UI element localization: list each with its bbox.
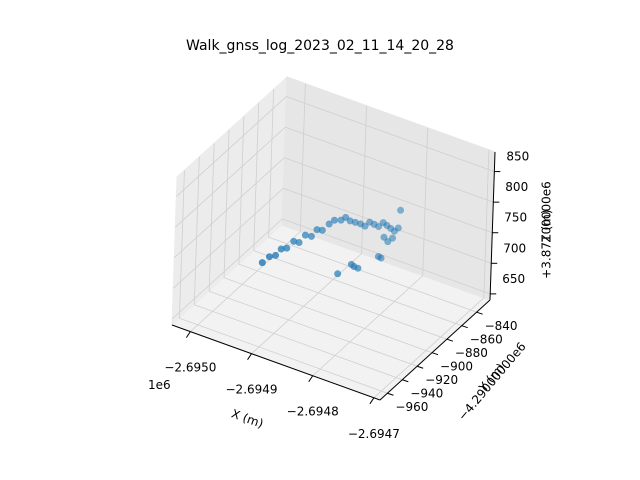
point <box>380 233 388 241</box>
point <box>295 239 303 247</box>
point <box>307 232 315 240</box>
point <box>330 216 338 224</box>
z-offset-label: +3.87100000e6 <box>540 181 554 279</box>
grid-line <box>373 297 485 399</box>
point <box>374 252 382 260</box>
point <box>277 245 285 253</box>
grid-line <box>361 105 367 254</box>
grid-line <box>193 156 200 305</box>
grid-line <box>174 157 285 259</box>
x-axis-line <box>171 324 381 401</box>
tick-mark <box>308 375 314 383</box>
grid-line <box>285 126 494 203</box>
grid-line <box>268 236 477 313</box>
grid-line <box>223 129 230 278</box>
point <box>283 244 291 252</box>
point <box>397 206 405 214</box>
grid-line <box>251 253 362 354</box>
point <box>272 251 280 259</box>
y-tick-label: −960 <box>395 400 428 414</box>
y-tick-label: −900 <box>440 360 473 374</box>
x-tick-label: −2.6947 <box>348 427 400 441</box>
tick-mark <box>185 331 191 338</box>
tick-mark <box>387 392 394 396</box>
grid-line <box>312 275 423 377</box>
point <box>334 270 342 278</box>
grid-line <box>171 218 283 320</box>
grid-line <box>194 304 403 381</box>
point <box>313 226 321 234</box>
grid-line <box>422 127 429 276</box>
chart-title: Walk_gnss_log_2023_02_11_14_20_28 <box>186 38 454 54</box>
point <box>301 231 309 239</box>
tick-mark <box>476 311 483 315</box>
x-tick-label: −2.6950 <box>164 361 216 375</box>
z-axis-label: Z (m) <box>540 209 554 242</box>
grid-line <box>286 96 495 172</box>
grid-line <box>253 102 260 251</box>
y-tick-label: −940 <box>410 387 443 401</box>
tick-mark <box>417 365 424 369</box>
tick-mark <box>402 379 409 383</box>
y-axis-line <box>379 299 491 401</box>
x-offset-label: 1e6 <box>148 378 171 392</box>
point <box>389 234 397 242</box>
grid-line <box>284 157 493 234</box>
tick-mark <box>247 353 252 360</box>
grid-line <box>208 143 215 292</box>
y-tick-label: −880 <box>455 346 488 360</box>
point <box>325 220 333 228</box>
point <box>366 218 374 226</box>
z-tick-label: 850 <box>506 150 529 164</box>
z-tick-label: 800 <box>505 180 528 194</box>
grid-line <box>179 170 185 319</box>
grid-line <box>253 250 462 327</box>
point <box>379 219 387 227</box>
point <box>347 260 355 268</box>
point <box>258 259 266 267</box>
grid-line <box>268 89 275 238</box>
y-tick-label: −860 <box>470 333 503 347</box>
point <box>337 216 345 224</box>
z-tick-label: 650 <box>502 272 525 286</box>
tick-mark <box>369 397 375 405</box>
x-tick-label: −2.6949 <box>226 383 278 397</box>
tick-mark <box>461 325 468 329</box>
tick-mark <box>446 338 454 342</box>
tick-mark <box>431 352 439 356</box>
grid-line <box>179 317 388 394</box>
grid-line <box>299 83 306 232</box>
z-tick-label: 750 <box>504 211 527 225</box>
y-tick-label: −840 <box>485 319 518 333</box>
z-axis-line <box>489 151 496 301</box>
y-tick-label: −920 <box>425 373 458 387</box>
grid-line <box>238 263 448 340</box>
grid-line <box>483 149 490 298</box>
grid-line <box>172 188 284 289</box>
x-tick-label: −2.6948 <box>287 405 339 419</box>
grid-line <box>209 290 418 367</box>
grid-line <box>238 116 245 265</box>
grid-line <box>176 96 287 197</box>
grid-line <box>223 277 433 354</box>
point <box>265 253 273 261</box>
grid-line <box>175 126 286 228</box>
z-tick-label: 700 <box>503 241 526 255</box>
point <box>290 237 298 245</box>
point <box>318 226 326 234</box>
